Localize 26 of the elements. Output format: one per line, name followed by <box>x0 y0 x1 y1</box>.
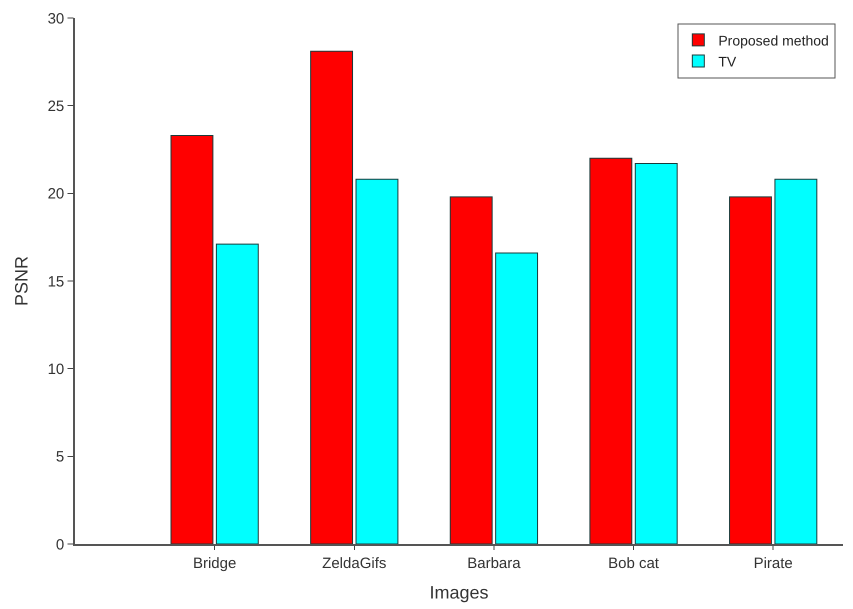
x-tick-label: Barbara <box>467 554 522 572</box>
x-tick-label: ZeldaGifs <box>322 554 386 572</box>
y-tick-label: 10 <box>48 360 64 378</box>
legend-label: TV <box>718 54 737 70</box>
bar <box>310 50 354 544</box>
bar <box>170 134 214 544</box>
y-tick-label: 5 <box>56 448 64 466</box>
y-tick-label: 15 <box>48 273 64 290</box>
x-tick-label: Pirate <box>754 554 793 572</box>
y-tick-label: 30 <box>48 10 64 28</box>
x-tick-label: Bob cat <box>608 554 660 572</box>
bar <box>495 252 538 544</box>
y-tick-label: 0 <box>56 536 64 554</box>
bar <box>634 163 678 544</box>
x-tick-label: Bridge <box>192 554 236 572</box>
bar <box>589 158 632 544</box>
x-axis-title: Images <box>429 582 489 602</box>
bar <box>356 178 398 544</box>
y-tick-label: 25 <box>48 98 64 115</box>
bar <box>216 244 259 544</box>
bar <box>450 196 493 544</box>
y-axis-title: PSNR <box>11 256 32 306</box>
y-tick-label: 20 <box>48 186 64 203</box>
bar <box>774 178 818 544</box>
bar <box>729 196 772 544</box>
legend-label: Proposed method <box>718 32 829 48</box>
